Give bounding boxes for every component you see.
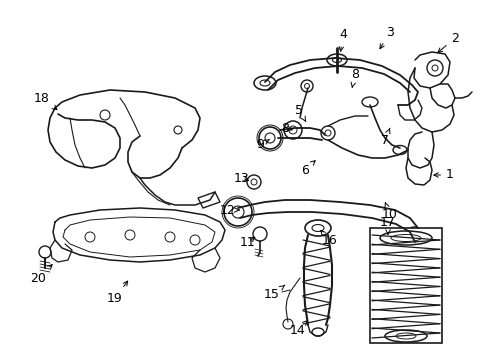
Text: 13: 13 <box>234 171 249 184</box>
Text: 1: 1 <box>433 168 453 181</box>
Text: 15: 15 <box>264 285 285 302</box>
Text: 20: 20 <box>30 265 52 284</box>
Text: 9: 9 <box>256 139 268 152</box>
Text: 4: 4 <box>338 28 346 51</box>
Text: 3: 3 <box>379 26 393 49</box>
Text: 18: 18 <box>34 91 57 110</box>
Text: 6: 6 <box>301 161 314 176</box>
Text: 17: 17 <box>379 216 395 234</box>
Text: 11: 11 <box>240 235 255 248</box>
Text: 7: 7 <box>380 128 389 147</box>
Text: 5: 5 <box>294 104 305 122</box>
Text: 8: 8 <box>350 68 358 87</box>
Text: 16: 16 <box>320 230 337 247</box>
Text: 8: 8 <box>281 122 291 135</box>
Text: 14: 14 <box>289 320 307 337</box>
FancyBboxPatch shape <box>369 228 441 343</box>
Text: 2: 2 <box>437 31 458 53</box>
Text: 19: 19 <box>107 281 127 305</box>
Text: 10: 10 <box>381 203 397 221</box>
Text: 12: 12 <box>220 203 239 216</box>
Polygon shape <box>198 192 220 208</box>
